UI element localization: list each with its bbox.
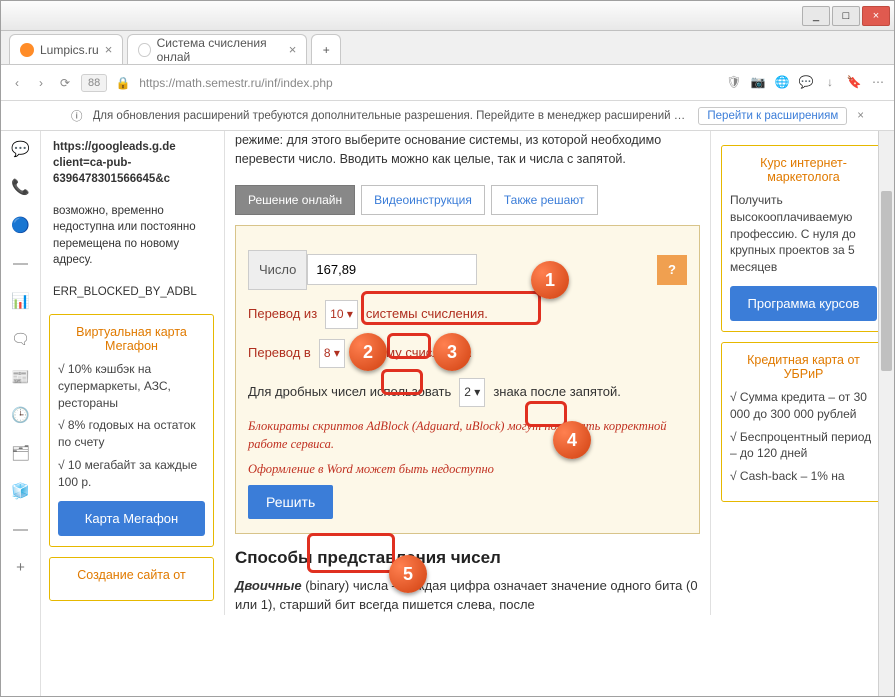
address-bar: ‹ › ⟳ 88 🔒 https://math.semestr.ru/inf/i… (1, 65, 894, 101)
ad-title: Курс интернет-маркетолога (730, 156, 877, 184)
divider: — (11, 253, 31, 273)
ad-title: Создание сайта от (58, 568, 205, 582)
to-base-select[interactable]: 8 ▾ (319, 339, 345, 368)
tab-title: Система счисления онлай (157, 36, 283, 64)
back-icon[interactable]: ‹ (9, 76, 25, 90)
url-field[interactable]: https://math.semestr.ru/inf/index.php (139, 76, 718, 90)
to-label: Перевод в (248, 341, 311, 366)
browser-window: _ □ × Lumpics.ru × Система счисления онл… (0, 0, 895, 697)
ad-marketing-course: Курс интернет-маркетолога Получить высок… (721, 145, 886, 332)
digits-select[interactable]: 2 ▾ (459, 378, 485, 407)
close-button[interactable]: × (862, 6, 890, 26)
tab-title: Lumpics.ru (40, 43, 99, 57)
ad-line: √ 10% кэшбэк на супермаркеты, АЗС, ресто… (58, 361, 205, 411)
digits-label-2: знака после запятой. (493, 380, 621, 405)
tab-solve-online[interactable]: Решение онлайн (235, 185, 355, 215)
number-label: Число (248, 250, 307, 291)
tab-close-icon[interactable]: × (289, 42, 297, 57)
shield-icon[interactable]: 🛡 (726, 75, 742, 91)
from-base-select[interactable]: 10 ▾ (325, 300, 358, 329)
ad-title: Виртуальная карта Мегафон (58, 325, 205, 353)
divider: — (11, 519, 31, 539)
ad-megafon: Виртуальная карта Мегафон √ 10% кэшбэк н… (49, 314, 214, 547)
ad-line: √ 10 мегабайт за каждые 100 р. (58, 457, 205, 491)
ad-text: Получить высокооплачиваемую профессию. С… (730, 192, 877, 276)
history-icon[interactable]: 🕒 (11, 405, 31, 425)
info-icon: ⓘ (71, 108, 83, 124)
converter-form: Число ? Перевод из 10 ▾ системы счислени… (235, 225, 700, 534)
tab-semestr[interactable]: Система счисления онлай × (127, 34, 307, 64)
add-icon[interactable]: + (11, 557, 31, 577)
ad-line: √ 8% годовых на остаток по счету (58, 417, 205, 451)
solve-button[interactable]: Решить (248, 485, 333, 519)
speed-dial-icon[interactable]: 📊 (11, 291, 31, 311)
screenshot-icon[interactable]: 📷 (750, 75, 766, 91)
scrollbar-thumb[interactable] (881, 191, 892, 371)
vpn-icon[interactable]: 🌐 (774, 75, 790, 91)
news-icon[interactable]: 📰 (11, 367, 31, 387)
ad-button[interactable]: Карта Мегафон (58, 501, 205, 536)
sidebar: 💬 📞 🔵 — 📊 🗨 📰 🕒 🗂 🧊 — + (1, 131, 41, 696)
section-heading: Способы представления чисел (235, 548, 700, 568)
paragraph: Двоичные Двоичные (binary) числа – кажда… (235, 576, 700, 615)
bookmark-icon[interactable]: 🔖 (846, 75, 862, 91)
tab-close-icon[interactable]: × (105, 42, 113, 57)
main-column: режиме: для этого выберите основание сис… (224, 131, 711, 615)
tab-lumpics[interactable]: Lumpics.ru × (9, 34, 123, 64)
notification-close-icon[interactable]: × (857, 110, 864, 122)
ad-line: √ Беспроцентный период – до 120 дней (730, 429, 877, 463)
forward-icon[interactable]: › (33, 76, 49, 90)
download-icon[interactable]: ↓ (822, 75, 838, 91)
ad-button[interactable]: Программа курсов (730, 286, 877, 321)
ad-credit-card: Кредитная карта от УБРиР √ Сумма кредита… (721, 342, 886, 502)
ad-line: √ Сумма кредита – от 30 000 до 300 000 р… (730, 389, 877, 423)
menu-icon[interactable]: ⋯ (870, 75, 886, 91)
ad-title: Кредитная карта от УБРиР (730, 353, 877, 381)
help-button[interactable]: ? (657, 255, 687, 285)
adblock-warning: Блокираты скриптов AdBlock (Adguard, uBl… (248, 417, 687, 455)
extensions-icon[interactable]: 🧊 (11, 481, 31, 501)
digits-label: Для дробных чисел использовать (248, 380, 451, 405)
tab-also-solve[interactable]: Также решают (491, 185, 598, 215)
body: 💬 📞 🔵 — 📊 🗨 📰 🕒 🗂 🧊 — + https://googlead… (1, 131, 894, 696)
ad-site-creation: Создание сайта от (49, 557, 214, 601)
from-label-2: системы счисления. (366, 302, 488, 327)
notification-bar: ⓘ Для обновления расширений требуются до… (1, 101, 894, 131)
left-column: https://googleads.g.de client=ca-pub-639… (49, 131, 214, 615)
page-content: https://googleads.g.de client=ca-pub-639… (41, 131, 894, 696)
ad-line: √ Cash-back – 1% на (730, 468, 877, 485)
mode-tabs: Решение онлайн Видеоинструкция Также реш… (235, 185, 700, 215)
favicon-icon (138, 43, 150, 57)
number-input[interactable] (307, 254, 477, 285)
vk-icon[interactable]: 🔵 (11, 215, 31, 235)
whatsapp-icon[interactable]: 📞 (11, 177, 31, 197)
intro-text: режиме: для этого выберите основание сис… (235, 131, 700, 177)
from-label: Перевод из (248, 302, 317, 327)
site-identity[interactable]: 88 (81, 74, 107, 92)
messenger-icon[interactable]: 💬 (798, 75, 814, 91)
to-label-2: систему счисления. (353, 341, 472, 366)
maximize-button[interactable]: □ (832, 6, 860, 26)
blocked-ad-text: https://googleads.g.de client=ca-pub-639… (49, 135, 214, 304)
lock-icon: 🔒 (115, 76, 131, 90)
chat-icon[interactable]: 🗨 (11, 329, 31, 349)
tab-bar: Lumpics.ru × Система счисления онлай × + (1, 31, 894, 65)
new-tab-button[interactable]: + (311, 34, 341, 64)
notification-link[interactable]: Перейти к расширениям (698, 107, 847, 125)
notification-text: Для обновления расширений требуются допо… (93, 110, 689, 122)
window-frame: _ □ × (1, 1, 894, 31)
scrollbar[interactable] (878, 131, 894, 696)
right-column: Курс интернет-маркетолога Получить высок… (721, 131, 886, 615)
reload-icon[interactable]: ⟳ (57, 76, 73, 90)
minimize-button[interactable]: _ (802, 6, 830, 26)
tabs-icon[interactable]: 🗂 (11, 443, 31, 463)
messenger-icon[interactable]: 💬 (11, 139, 31, 159)
word-warning: Оформление в Word может быть недоступно (248, 460, 687, 479)
favicon-icon (20, 43, 34, 57)
tab-video[interactable]: Видеоинструкция (361, 185, 485, 215)
